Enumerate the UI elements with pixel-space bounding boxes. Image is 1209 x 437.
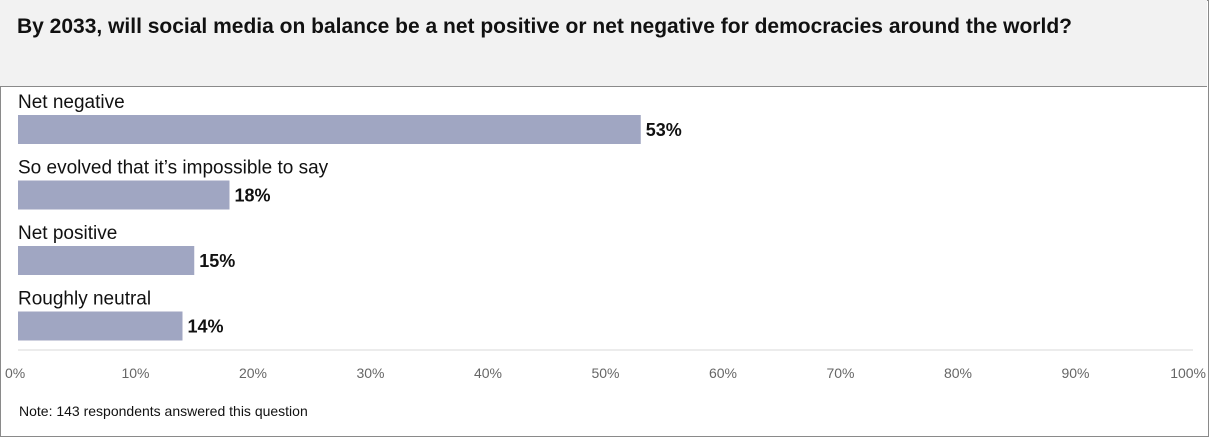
x-tick-label: 90% (1061, 365, 1089, 381)
value-label-net-negative: 53% (646, 120, 682, 140)
category-label-net-negative: Net negative (18, 92, 125, 113)
x-tick-label: 40% (474, 365, 502, 381)
x-axis-ticks: 0% 10% 20% 30% 40% 50% 60% 70% 80% 90% 100% (5, 365, 1206, 381)
x-tick-label: 100% (1170, 365, 1206, 381)
x-tick-label: 70% (826, 365, 854, 381)
chart-header: By 2033, will social media on balance be… (0, 0, 1207, 87)
x-tick-label: 50% (591, 365, 619, 381)
bar-roughly-neutral (18, 311, 183, 341)
category-label-roughly-neutral: Roughly neutral (18, 289, 151, 310)
x-tick-label: 10% (121, 365, 149, 381)
x-tick-label: 30% (356, 365, 384, 381)
value-label-net-positive: 15% (199, 251, 235, 271)
x-tick-label: 0% (5, 365, 25, 381)
bar-net-positive (18, 246, 195, 275)
bar-net-negative (18, 115, 641, 144)
value-label-roughly-neutral: 14% (188, 317, 224, 337)
x-tick-label: 80% (944, 365, 972, 381)
bars-group: Net negative 53% So evolved that it’s impo… (18, 92, 682, 341)
category-label-so-evolved-that-it-s-impossible-to-say: So evolved that it’s impossible to say (18, 158, 329, 179)
x-tick-label: 60% (709, 365, 737, 381)
value-label-so-evolved-that-it-s-impossible-to-say: 18% (235, 186, 271, 206)
bar-so-evolved-that-it-s-impossible-to-say (18, 180, 230, 210)
chart-note: Note: 143 respondents answered this ques… (19, 403, 308, 419)
x-tick-label: 20% (239, 365, 267, 381)
category-label-net-positive: Net positive (18, 223, 117, 244)
chart-title: By 2033, will social media on balance be… (17, 15, 1072, 38)
